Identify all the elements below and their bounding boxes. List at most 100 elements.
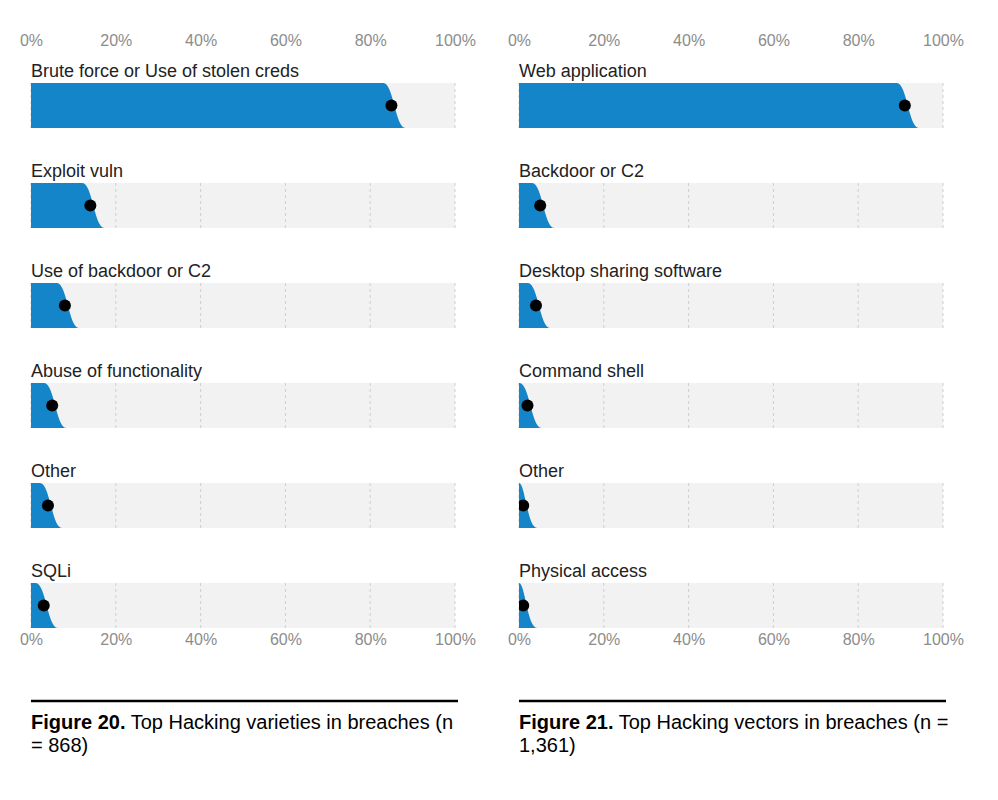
grid-line [455, 383, 456, 428]
axis-line [520, 46, 944, 47]
grid-line [688, 383, 689, 428]
tick-label: 80% [843, 32, 875, 49]
tick-label: 60% [270, 32, 302, 49]
bar [31, 483, 62, 528]
category-label: SQLi [31, 561, 71, 581]
tick-label: 20% [100, 631, 132, 648]
track [31, 583, 455, 628]
tick-label: 80% [355, 631, 387, 648]
tick: 100% [923, 32, 964, 49]
grid-line [773, 483, 774, 528]
caption-word: (n [430, 711, 453, 733]
grid-line [455, 283, 456, 328]
tick-label: 80% [843, 631, 875, 648]
tick-label: 100% [923, 631, 964, 648]
tick: 80% [355, 631, 387, 648]
category-label: Command shell [519, 361, 644, 381]
track [519, 283, 943, 328]
value-dot [42, 500, 54, 512]
tracks [519, 83, 943, 628]
tick-label: 0% [508, 631, 531, 648]
bar [519, 183, 554, 228]
bar [31, 283, 79, 328]
value-dot [46, 400, 58, 412]
bar [31, 83, 405, 128]
grid-line [773, 283, 774, 328]
value-dot [38, 600, 50, 612]
tick: 20% [588, 631, 620, 648]
grid-line [943, 483, 944, 528]
grid-line [115, 183, 116, 228]
tick-label: 40% [185, 631, 217, 648]
track [31, 483, 455, 528]
tick: 40% [185, 32, 217, 49]
axis-line [520, 634, 944, 635]
caption-word: Hacking [651, 711, 729, 733]
tick: 100% [435, 631, 476, 648]
grid-line [370, 483, 371, 528]
track [519, 83, 943, 128]
track [519, 483, 943, 528]
tick-label: 40% [673, 32, 705, 49]
grid-line [200, 283, 201, 328]
tick: 20% [588, 32, 620, 49]
grid-line [200, 583, 201, 628]
tick-label: 0% [20, 631, 43, 648]
track [31, 383, 455, 428]
category-label: Abuse of functionality [31, 361, 202, 381]
grid-line [200, 483, 201, 528]
bars [31, 83, 405, 628]
track [519, 183, 943, 228]
grid-line [115, 483, 116, 528]
caption-word: breaches [342, 711, 430, 733]
grid-line [943, 383, 944, 428]
grid-line [370, 383, 371, 428]
chart-1: 0%20%40%60%80%100%0%20%40%60%80%100%Web … [508, 32, 964, 756]
grid-line [858, 283, 859, 328]
tick-label: 100% [435, 631, 476, 648]
grid-line [603, 583, 604, 628]
x-axis: 0%20%40%60%80%100% [508, 631, 964, 648]
caption-line: Figure 21. Top Hacking vectors in breach… [519, 711, 948, 733]
caption-word: Top [125, 711, 162, 733]
category-label: Brute force or Use of stolen creds [31, 61, 299, 81]
tick: 40% [185, 631, 217, 648]
grid-line [858, 183, 859, 228]
tick: 60% [758, 32, 790, 49]
grid-line [858, 383, 859, 428]
value-dot [534, 200, 546, 212]
tick: 0% [508, 32, 531, 49]
tick: 80% [843, 631, 875, 648]
figure: 0% 20% 40% 60% 80% 100% 0% 20% 40% 60% 80% 100% Brut… [0, 0, 998, 800]
tick: 100% [923, 631, 964, 648]
grid-line [773, 183, 774, 228]
grid-line [943, 83, 944, 128]
value-dot [521, 400, 533, 412]
tick-label: 100% [435, 32, 476, 49]
caption-word: (n [908, 711, 931, 733]
bar [31, 583, 58, 628]
grid-line [455, 483, 456, 528]
bar [31, 183, 104, 228]
grid-line [200, 383, 201, 428]
tick: 80% [843, 32, 875, 49]
grid-line [858, 583, 859, 628]
grid-line [370, 183, 371, 228]
grid-line [688, 483, 689, 528]
grid-line [370, 583, 371, 628]
grid-line [943, 583, 944, 628]
grid-line [688, 183, 689, 228]
caption-word: 21. [580, 711, 613, 733]
caption-line: Figure 20. Top Hacking varieties in brea… [31, 711, 453, 733]
grid-line [370, 283, 371, 328]
tick: 80% [355, 32, 387, 49]
tick-label: 0% [508, 32, 531, 49]
x-axis: 0%20%40%60%80%100% [20, 631, 476, 648]
caption-rule [31, 700, 458, 703]
grid-line [285, 583, 286, 628]
track [519, 383, 943, 428]
tick: 60% [270, 32, 302, 49]
caption-line: 1,361) [519, 734, 576, 756]
category-label: Desktop sharing software [519, 261, 722, 281]
grid-line [603, 183, 604, 228]
